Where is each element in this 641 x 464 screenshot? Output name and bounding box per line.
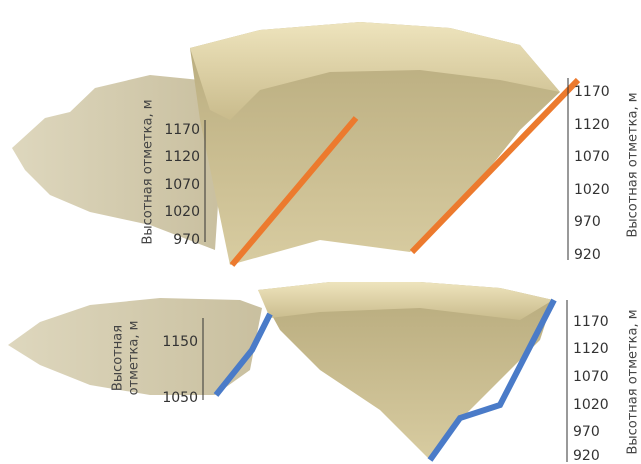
axis-label: Высотная [111,325,126,391]
tick-label: 970 [173,232,200,248]
tick-label: 970 [573,424,600,440]
top-right-axis: 1170 1120 1070 1020 970 920 Высотная отм… [568,78,641,263]
tick-label: 920 [574,247,601,263]
tick-label: 1070 [573,369,609,385]
tick-label: 1050 [162,390,198,406]
axis-label: отметка, м [127,321,142,396]
tick-label: 1120 [573,341,609,357]
figure: 1170 1120 1070 1020 970 Высотная отметка… [0,0,641,464]
bottom-pit [8,282,554,460]
axis-label: Высотная отметка, м [141,99,156,244]
tick-label: 1070 [164,177,200,193]
tick-label: 1120 [164,149,200,165]
axis-label: Высотная отметка, м [626,309,641,454]
tick-label: 1170 [164,122,200,138]
tick-label: 1120 [574,117,610,133]
page: {"top_panel": { "left_axis": {"label": "… [0,0,641,464]
tick-label: 1150 [162,334,198,350]
tick-label: 1020 [573,397,609,413]
top-pit [12,22,578,265]
tick-label: 920 [573,448,600,464]
tick-label: 1170 [574,84,610,100]
bottom-right-axis: 1170 1120 1070 1020 970 920 Высотная отм… [567,300,641,464]
axis-label: Высотная отметка, м [626,92,641,237]
tick-label: 1170 [573,314,609,330]
tick-label: 1070 [574,149,610,165]
tick-label: 1020 [574,182,610,198]
tick-label: 970 [574,214,601,230]
tick-label: 1020 [164,204,200,220]
body: 1170 1120 1070 1020 970 Высотная отметка… [0,0,641,464]
